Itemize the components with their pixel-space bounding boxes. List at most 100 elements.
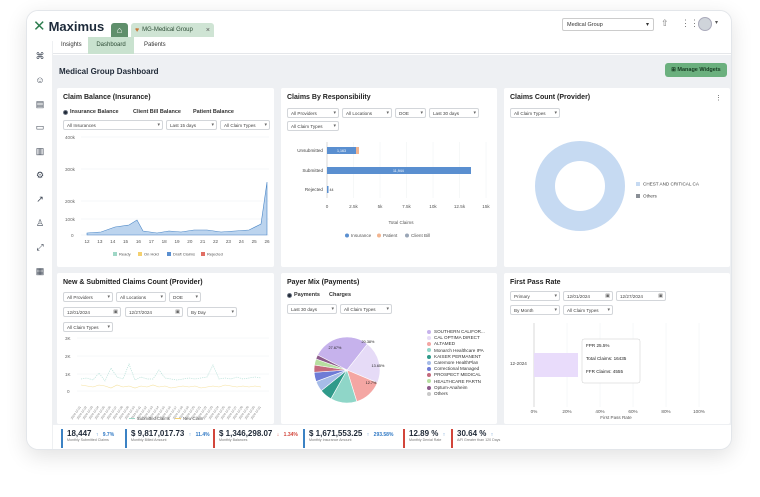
y-tick: 200k [65,199,76,204]
series-submitted-claims [80,363,262,382]
provider-select[interactable]: All Providers ▾ [63,292,113,302]
select-value: Last 30 days [433,110,460,116]
x-axis-title: First Pass Rate [600,415,632,420]
claim-type-select[interactable]: All Claim Types ▾ [510,108,560,118]
legend-item[interactable]: KAISER PERMANENT [427,354,485,360]
x-tick: 40% [595,409,604,414]
more-options-icon[interactable]: ⋮ [715,95,722,102]
claim-type-select[interactable]: All Claim Types ▾ [220,120,270,130]
kpi-value: 12.89 % [409,429,439,438]
radio-client-bill-balance[interactable]: Client Bill Balance [133,109,181,115]
card-icon[interactable]: ▭ [35,122,45,132]
chevron-down-icon: ▾ [420,110,423,116]
legend-item[interactable]: Optum-Anaheim [427,385,485,391]
legend-item[interactable]: Correctional Managed [427,366,485,372]
legend-item[interactable]: Others [427,391,485,397]
apps-grid-icon[interactable]: ⋮⋮ [681,18,699,28]
legend-new-claim: New Claim [183,416,204,421]
legend-item[interactable]: Monarch Healthcare IPA [427,348,485,354]
date-value: 12/27/2024 [129,309,152,315]
user-check-icon[interactable]: ♙ [35,218,45,228]
claim-type-select[interactable]: All Claim Types ▾ [340,304,392,314]
legend-item[interactable]: PROSPECT MEDICAL [427,372,485,378]
home-tab-icon[interactable]: ⌂ [111,23,128,37]
radio-patient-balance[interactable]: Patient Balance [193,109,234,115]
date-range-select[interactable]: Last 30 days ▾ [287,304,337,314]
x-tick: 12.5k [454,204,466,209]
avatar[interactable] [698,17,712,31]
claim-type-select[interactable]: All Claim Types ▾ [63,322,113,332]
brand-logo[interactable]: ✕ Maximus [33,17,104,35]
top-bar: ✕ Maximus ⌂ ♥ MG-Medical Group × Medical… [27,11,731,41]
radio-label: Payments [294,292,320,298]
group-select[interactable]: Medical Group ▾ [562,18,654,31]
end-date-input[interactable]: 12/27/2024 ▣ [125,307,183,317]
granularity-select[interactable]: By Day ▾ [187,307,237,317]
report-icon[interactable]: ▦ [35,266,45,276]
document-icon[interactable]: ▤ [35,99,45,109]
expand-icon[interactable]: ⤢ [36,242,44,252]
legend-label: Optum-Anaheim [434,384,468,390]
radio-charges[interactable]: Charges [329,292,351,298]
tab-patients[interactable]: Patients [144,42,166,48]
insurance-select[interactable]: All Insurances ▾ [63,120,163,130]
kpi-value: $ 9,817,017.73 [131,429,185,438]
kpi-label: A/R Greater than 120 Days [457,438,501,442]
legend-item[interactable]: CAL OPTIMA DIRECT [427,335,485,341]
claim-balance-chart: 400k 300k 200k 100k 0 12 13 14 15 16 17 18 19 20… [65,135,270,257]
kpi-delta: 293.58% [373,432,394,438]
open-tab-label: MG-Medical Group [142,27,193,33]
close-tab-icon[interactable]: × [205,26,210,34]
granularity-select[interactable]: By Month ▾ [510,305,560,315]
legend-rejected: Rejected [207,252,223,257]
legend-item[interactable]: ALTAMED [427,341,485,347]
legend-item[interactable]: Caremore HealthPlan [427,360,485,366]
gear-icon[interactable]: ⚙ [35,170,45,180]
kpi-value: $ 1,671,553.25 [309,429,363,438]
payer-mix-pie: 27.67% 20.38% 13.65% 12.7% [313,336,385,404]
legend-label: SOUTHERN CALIFOR... [434,329,485,334]
legend-draft: Draft Claims [173,252,195,257]
kpi-delta: 11.4% [195,432,210,438]
end-date-input[interactable]: 12/27/2024 ▣ [616,291,666,301]
kpi-tile: $ 1,671,553.25 ↑ 293.58% Monthly Insuranc… [303,429,393,448]
date-range-select[interactable]: Last 30 days ▾ [429,108,479,118]
payer-mix-legend: SOUTHERN CALIFOR... CAL OPTIMA DIRECT ALTA… [427,329,485,397]
date-range-select[interactable]: Last 15 days ▾ [166,120,217,130]
kpi-value: 18,447 [67,429,92,438]
claim-type-select[interactable]: All Claim Types ▾ [563,305,613,315]
avatar-chevron-icon[interactable]: ▾ [715,20,719,26]
doe-select[interactable]: DOE ▾ [395,108,426,118]
legend-item[interactable]: SOUTHERN CALIFOR... [427,329,485,335]
open-tab-medical-group[interactable]: ♥ MG-Medical Group × [131,23,214,37]
trend-icon[interactable]: ↗ [36,194,44,204]
payer-priority-select[interactable]: Primary ▾ [510,291,560,301]
cloud-upload-icon[interactable]: ⇧ [661,18,669,28]
provider-select[interactable]: All Providers ▾ [287,108,339,118]
page-title: Medical Group Dashboard [59,67,159,76]
tab-dashboard[interactable]: Dashboard [88,37,134,54]
users-icon[interactable]: ☺ [35,75,45,85]
radio-label: Patient Balance [193,109,234,115]
claim-type-select[interactable]: All Claim Types ▾ [287,121,339,131]
radio-insurance-balance[interactable]: Insurance Balance [63,109,119,115]
tab-insights[interactable]: Insights [61,42,82,48]
command-icon[interactable]: ⌘ [35,51,45,61]
doe-select[interactable]: DOE ▾ [169,292,201,302]
chevron-down-icon: ▾ [554,293,557,299]
widgets-icon: ⊞ [671,67,678,73]
legend-item[interactable]: HEALTHCARE PARTN [427,379,485,385]
radio-payments[interactable]: Payments [287,292,320,298]
start-date-input[interactable]: 12/01/2024 ▣ [563,291,613,301]
manage-widgets-button[interactable]: ⊞ Manage Widgets [665,63,727,77]
first-pass-chart: 12-2024 FPR 25.5% Total Claims: 16435 FF… [510,323,705,420]
claims-responsibility-card: Claims By Responsibility All Providers ▾ … [281,88,497,267]
building-icon[interactable]: ▥ [35,146,45,156]
kpi-label: Monthly Balances [219,438,248,442]
claims-count-card: Claims Count (Provider) ⋮ All Claim Type… [504,88,730,267]
y-tick: 300k [65,167,76,172]
location-select[interactable]: All Locations ▾ [342,108,392,118]
location-select[interactable]: All Locations ▾ [116,292,166,302]
kpi-tile: 12.89 % ↑ Monthly Denial Rate [403,429,448,448]
start-date-input[interactable]: 12/01/2024 ▣ [63,307,121,317]
